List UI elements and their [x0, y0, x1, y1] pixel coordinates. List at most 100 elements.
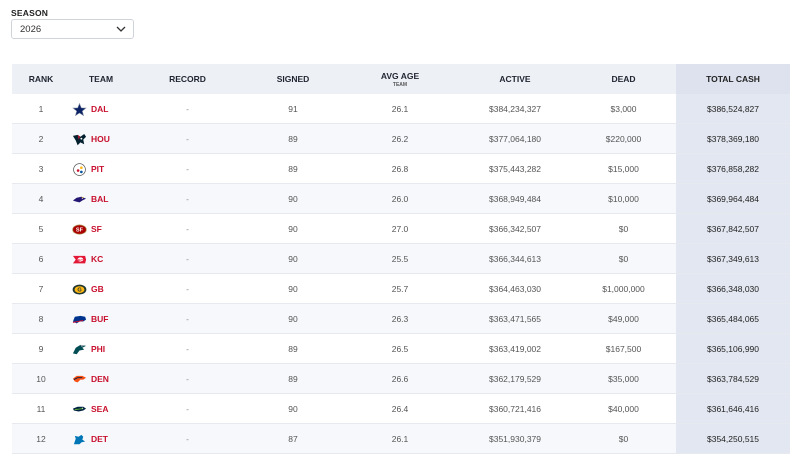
- header-avg-age[interactable]: AVG AGE TEAM: [341, 64, 459, 94]
- rank-cell: 11: [36, 403, 46, 414]
- record-cell: -: [186, 193, 189, 204]
- team-cell[interactable]: SEA: [70, 394, 130, 423]
- record-cell: -: [186, 163, 189, 174]
- active-cell: $377,064,180: [489, 133, 541, 144]
- total-cash-cell: $365,106,990: [676, 334, 790, 363]
- team-cell[interactable]: DEN: [70, 364, 130, 393]
- dead-cell: $40,000: [608, 403, 639, 414]
- eagles-head-icon: [72, 343, 87, 355]
- bills-buffalo-icon: [72, 313, 87, 325]
- dead-cell: $1,000,000: [602, 283, 645, 294]
- record-cell: -: [186, 343, 189, 354]
- team-link[interactable]: DEN: [91, 373, 109, 384]
- svg-text:SF: SF: [76, 227, 84, 233]
- signed-cell: 90: [288, 253, 298, 264]
- table-body: 1 DAL - 91 26.1 $384,234,327 $3,000 $386,524,82…: [12, 94, 790, 454]
- team-link[interactable]: KC: [91, 253, 104, 264]
- avg-age-cell: 25.7: [391, 283, 409, 294]
- signed-cell: 90: [288, 313, 298, 324]
- header-signed[interactable]: SIGNED: [276, 74, 310, 84]
- active-cell: $351,930,379: [489, 433, 541, 444]
- table-row: 12 DET - 87 26.1 $351,930,379 $0 $354,250,515: [12, 424, 790, 454]
- dead-cell: $0: [618, 253, 629, 264]
- record-cell: -: [186, 223, 189, 234]
- table-row: 4 BAL - 90 26.0 $368,949,484 $10,000 $369,964,4…: [12, 184, 790, 214]
- team-link[interactable]: SF: [91, 223, 102, 234]
- total-cash-cell: $386,524,827: [676, 94, 790, 123]
- team-link[interactable]: DET: [91, 433, 108, 444]
- team-cell[interactable]: G GB: [70, 274, 130, 303]
- signed-cell: 89: [288, 133, 298, 144]
- signed-cell: 90: [288, 283, 298, 294]
- dead-cell: $0: [618, 223, 629, 234]
- team-cell[interactable]: BAL: [70, 184, 130, 213]
- dead-cell: $0: [618, 433, 629, 444]
- team-link[interactable]: PIT: [91, 163, 105, 174]
- team-link[interactable]: BUF: [91, 313, 109, 324]
- total-cash-cell: $354,250,515: [676, 424, 790, 453]
- svg-text:G: G: [77, 287, 82, 293]
- header-rank[interactable]: RANK: [28, 74, 54, 84]
- record-cell: -: [186, 283, 189, 294]
- total-cash-cell: $376,858,282: [676, 154, 790, 183]
- avg-age-cell: 26.6: [391, 373, 409, 384]
- rank-cell: 4: [38, 193, 44, 204]
- team-cell[interactable]: SF SF: [70, 214, 130, 243]
- dead-cell: $10,000: [608, 193, 639, 204]
- dead-cell: $3,000: [610, 103, 637, 114]
- record-cell: -: [186, 313, 189, 324]
- team-link[interactable]: DAL: [91, 103, 109, 114]
- header-record[interactable]: RECORD: [169, 74, 206, 84]
- team-link[interactable]: PHI: [91, 343, 106, 354]
- signed-cell: 89: [288, 343, 298, 354]
- avg-age-cell: 26.1: [391, 103, 409, 114]
- total-cash-cell: $367,842,507: [676, 214, 790, 243]
- rank-cell: 2: [38, 133, 44, 144]
- table-row: 7 G GB - 90 25.7 $364,463,030 $1,000,000 $366,34…: [12, 274, 790, 304]
- rank-cell: 10: [36, 373, 46, 384]
- signed-cell: 91: [288, 103, 298, 114]
- signed-cell: 87: [288, 433, 298, 444]
- header-active[interactable]: ACTIVE: [499, 74, 531, 84]
- active-cell: $363,419,002: [489, 343, 541, 354]
- team-cell[interactable]: KC KC: [70, 244, 130, 273]
- active-cell: $368,949,484: [489, 193, 541, 204]
- record-cell: -: [186, 403, 189, 414]
- seahawks-head-icon: [72, 403, 87, 415]
- table-row: 10 DEN - 89 26.6 $362,179,529 $35,000 $363,784,…: [12, 364, 790, 394]
- signed-cell: 89: [288, 373, 298, 384]
- avg-age-cell: 26.5: [391, 343, 409, 354]
- season-selected-value: 2026: [20, 23, 42, 35]
- team-link[interactable]: BAL: [91, 193, 109, 204]
- team-cell[interactable]: DET: [70, 424, 130, 453]
- team-link[interactable]: SEA: [91, 403, 109, 414]
- active-cell: $366,342,507: [489, 223, 541, 234]
- table-row: 2 HOU - 89 26.2 $377,064,180 $220,000 $378,369,…: [12, 124, 790, 154]
- table-row: 3 PIT - 89 26.8 $375,443,282 $15,000 $376,858,2…: [12, 154, 790, 184]
- avg-age-cell: 26.1: [391, 433, 409, 444]
- chevron-down-icon: [116, 26, 126, 32]
- team-link[interactable]: HOU: [91, 133, 110, 144]
- signed-cell: 90: [288, 223, 298, 234]
- team-cell[interactable]: PIT: [70, 154, 130, 183]
- header-avg-age-sub: TEAM: [392, 81, 408, 88]
- lions-icon: [72, 433, 87, 445]
- header-dead[interactable]: DEAD: [611, 74, 636, 84]
- header-team[interactable]: TEAM: [88, 74, 114, 84]
- avg-age-cell: 25.5: [391, 253, 409, 264]
- active-cell: $364,463,030: [489, 283, 541, 294]
- team-cell[interactable]: PHI: [70, 334, 130, 363]
- team-cell[interactable]: BUF: [70, 304, 130, 333]
- team-link[interactable]: GB: [91, 283, 104, 294]
- total-cash-cell: $366,348,030: [676, 274, 790, 303]
- rank-cell: 12: [36, 433, 46, 444]
- active-cell: $363,471,565: [489, 313, 541, 324]
- svg-text:KC: KC: [78, 258, 84, 262]
- dead-cell: $49,000: [608, 313, 639, 324]
- total-cash-cell: $363,784,529: [676, 364, 790, 393]
- header-total-cash[interactable]: TOTAL CASH: [676, 64, 790, 94]
- season-select[interactable]: 2026: [11, 19, 134, 39]
- team-cell[interactable]: DAL: [70, 94, 130, 123]
- table-row: 1 DAL - 91 26.1 $384,234,327 $3,000 $386,524,82…: [12, 94, 790, 124]
- team-cell[interactable]: HOU: [70, 124, 130, 153]
